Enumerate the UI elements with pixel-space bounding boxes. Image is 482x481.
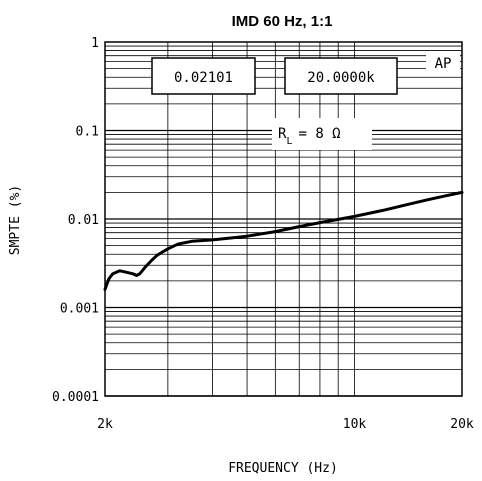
tick-labels: 1 0.1 0.01 0.001 0.0001 2k 10k 20k: [52, 36, 474, 432]
y-tick-label: 0.1: [76, 125, 99, 140]
readout-left-value: 0.02101: [174, 70, 233, 86]
y-axis-label: SMPTE (%): [8, 185, 23, 255]
x-tick-label: 2k: [97, 417, 113, 432]
y-tick-label: 1: [91, 36, 99, 51]
ap-label: AP: [435, 56, 452, 72]
x-tick-label: 20k: [450, 417, 474, 432]
readout-right-value: 20.0000k: [307, 70, 375, 86]
y-tick-label: 0.01: [68, 213, 99, 228]
rl-label-bg: [272, 118, 372, 150]
readout-left-box: [151, 57, 256, 95]
readout-right-box: [284, 57, 398, 95]
ap-label-bg: [426, 54, 460, 72]
chart-title: IMD 60 Hz, 1:1: [232, 13, 333, 30]
smpte-series-line: [103, 190, 464, 291]
y-tick-label: 0.0001: [52, 390, 99, 405]
x-axis-label: FREQUENCY (Hz): [228, 461, 338, 476]
grid: [104, 41, 463, 397]
x-tick-label: 10k: [343, 417, 367, 432]
plot-frame: [104, 41, 463, 397]
y-tick-label: 0.001: [60, 302, 99, 317]
rl-label: RL = 8 Ω: [278, 126, 341, 147]
readout-panel: 0.02101 20.0000k AP RL = 8 Ω: [151, 54, 460, 150]
series-layer: [103, 190, 464, 291]
